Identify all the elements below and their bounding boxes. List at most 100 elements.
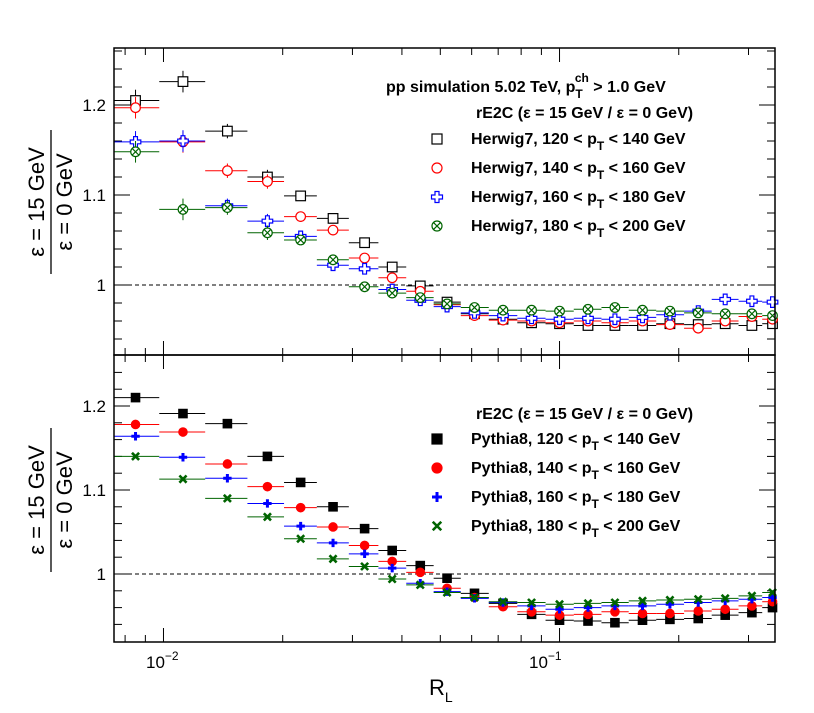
bottom-ytick-label: 1 bbox=[97, 565, 106, 584]
top-title: pp simulation 5.02 TeV, pTch > 1.0 GeV bbox=[386, 71, 666, 101]
data-point bbox=[348, 523, 379, 534]
data-point bbox=[378, 261, 407, 273]
marker bbox=[746, 308, 758, 320]
data-point bbox=[738, 591, 763, 601]
top-ylabel: ε = 15 GeV ε = 0 GeV bbox=[24, 130, 77, 274]
legend-marker bbox=[431, 133, 443, 145]
data-point bbox=[378, 287, 407, 299]
data-point bbox=[711, 308, 739, 320]
marker bbox=[767, 310, 778, 322]
marker bbox=[693, 606, 704, 616]
marker bbox=[178, 427, 188, 437]
marker bbox=[221, 165, 233, 177]
marker bbox=[610, 598, 620, 608]
marker bbox=[177, 135, 189, 147]
marker bbox=[414, 292, 426, 304]
marker bbox=[665, 595, 675, 605]
marker bbox=[328, 554, 338, 564]
marker bbox=[130, 102, 141, 114]
marker bbox=[359, 237, 371, 249]
marker bbox=[747, 591, 757, 601]
data-point bbox=[205, 418, 248, 429]
marker bbox=[359, 252, 371, 264]
data-point bbox=[316, 213, 349, 224]
marker bbox=[636, 311, 649, 324]
data-point bbox=[114, 451, 160, 461]
data-point bbox=[656, 305, 685, 317]
data-point bbox=[601, 313, 629, 326]
top-ylabel-denominator: ε = 0 GeV bbox=[52, 153, 77, 251]
marker bbox=[441, 298, 453, 310]
data-point bbox=[348, 281, 379, 293]
marker bbox=[295, 190, 307, 202]
data-point bbox=[738, 295, 763, 308]
marker bbox=[222, 493, 232, 503]
marker bbox=[295, 234, 307, 246]
data-point bbox=[316, 538, 349, 548]
data-point bbox=[406, 292, 434, 304]
marker bbox=[222, 418, 233, 429]
data-point bbox=[159, 474, 206, 484]
marker bbox=[223, 474, 232, 483]
marker bbox=[296, 534, 306, 544]
marker bbox=[262, 512, 272, 522]
legend-entry: Herwig7, 140 < pT < 160 GeV bbox=[431, 160, 686, 182]
top-legend-header: rE2C (ε = 15 GeV / ε = 0 GeV) bbox=[476, 105, 693, 122]
legend-label: Pythia8, 120 < pT < 140 GeV bbox=[471, 431, 681, 453]
data-point bbox=[114, 141, 160, 163]
data-point bbox=[247, 481, 285, 492]
data-point bbox=[433, 298, 461, 310]
legend-marker bbox=[431, 520, 443, 532]
data-point bbox=[348, 561, 379, 571]
data-point bbox=[545, 313, 574, 326]
data-point bbox=[114, 96, 160, 119]
data-point bbox=[460, 302, 489, 313]
marker bbox=[327, 224, 339, 236]
marker bbox=[664, 305, 676, 317]
marker bbox=[328, 522, 338, 532]
data-point bbox=[159, 427, 206, 437]
series-0 bbox=[114, 392, 778, 628]
marker bbox=[221, 125, 233, 137]
marker bbox=[360, 561, 370, 571]
legend-label: Pythia8, 180 < pT < 200 GeV bbox=[471, 518, 681, 540]
data-point bbox=[348, 237, 379, 249]
marker bbox=[553, 313, 566, 326]
data-point bbox=[738, 308, 763, 320]
data-point bbox=[378, 272, 407, 284]
marker bbox=[637, 608, 648, 619]
bottom-axis-ticks bbox=[114, 355, 775, 642]
legend-label: Herwig7, 160 < pT < 180 GeV bbox=[471, 189, 686, 211]
marker bbox=[554, 305, 565, 317]
data-point bbox=[247, 174, 285, 189]
marker bbox=[222, 459, 233, 469]
data-point bbox=[159, 198, 206, 221]
legend-entry: Herwig7, 120 < pT < 140 GeV bbox=[431, 131, 686, 153]
marker bbox=[555, 605, 564, 614]
bottom-panel: 1 1.1 1.2 ε = 15 GeV ε = 0 GeV 10−2 10−1… bbox=[24, 354, 778, 705]
series-3 bbox=[114, 451, 778, 609]
marker bbox=[360, 549, 369, 559]
data-point bbox=[488, 304, 518, 316]
marker bbox=[295, 211, 307, 223]
marker bbox=[177, 76, 189, 88]
marker bbox=[610, 617, 620, 628]
data-point bbox=[316, 254, 349, 266]
legend-entry: Pythia8, 120 < pT < 140 GeV bbox=[431, 431, 681, 453]
bottom-ytick-label: 1.2 bbox=[82, 397, 106, 416]
data-point bbox=[284, 234, 317, 246]
marker bbox=[720, 604, 730, 615]
data-point bbox=[205, 200, 248, 215]
data-point bbox=[545, 305, 574, 317]
data-point bbox=[684, 322, 712, 334]
data-point bbox=[114, 392, 160, 403]
data-point bbox=[601, 606, 629, 617]
data-point bbox=[656, 595, 685, 605]
marker bbox=[327, 213, 339, 224]
marker bbox=[221, 202, 233, 214]
bottom-data-points bbox=[114, 392, 778, 628]
marker bbox=[327, 254, 339, 266]
bottom-ylabel-denominator: ε = 0 GeV bbox=[52, 451, 77, 549]
data-point bbox=[114, 432, 160, 441]
bottom-ytick-label: 1.1 bbox=[82, 481, 106, 500]
